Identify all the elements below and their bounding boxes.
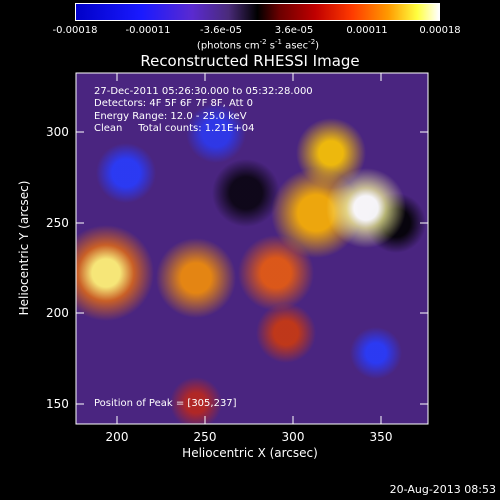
x-tick: 200 xyxy=(105,430,129,444)
image-metadata: 27-Dec-2011 05:26:30.000 to 05:32:28.000… xyxy=(94,86,313,135)
colorbar-units: (photons cm-2 s-1 asec-2) xyxy=(197,38,319,51)
x-axis-label: Heliocentric X (arcsec) xyxy=(182,446,318,460)
y-axis-label: Heliocentric Y (arcsec) xyxy=(17,180,31,316)
y-tick: 250 xyxy=(46,216,69,230)
colorbar-tick: 0.00018 xyxy=(419,25,461,36)
x-tick: 350 xyxy=(369,430,393,444)
colorbar-tick: 3.6e-05 xyxy=(274,25,314,36)
time-range: 27-Dec-2011 05:26:30.000 to 05:32:28.000 xyxy=(94,86,313,97)
y-tick: 150 xyxy=(46,397,69,411)
plot-title: Reconstructed RHESSI Image xyxy=(140,52,360,70)
peak-position: Position of Peak = [305,237] xyxy=(94,398,237,409)
units-sup: -1 xyxy=(275,38,283,46)
colorbar-tick: -0.00018 xyxy=(52,25,98,36)
units-sup: -2 xyxy=(259,38,267,46)
colorbar xyxy=(75,3,440,21)
method-counts: Clean Total counts: 1.21E+04 xyxy=(94,122,255,134)
timestamp: 20-Aug-2013 08:53 xyxy=(389,483,496,496)
detectors: Detectors: 4F 5F 6F 7F 8F, Att 0 xyxy=(94,98,254,110)
colorbar-tick: 0.00011 xyxy=(346,25,388,36)
units-text: ) xyxy=(315,40,320,52)
y-tick: 300 xyxy=(46,125,69,139)
y-tick: 200 xyxy=(46,306,69,320)
units-text: (photons cm xyxy=(196,40,260,52)
colorbar-gradient xyxy=(75,3,440,21)
energy-range: Energy Range: 12.0 - 25.0 keV xyxy=(94,110,247,122)
units-sup: -2 xyxy=(308,38,316,46)
x-tick: 300 xyxy=(281,430,305,444)
colorbar-tick: -3.6e-05 xyxy=(200,25,242,36)
colorbar-tick: -0.00011 xyxy=(125,25,171,36)
units-text: asec xyxy=(282,40,309,52)
rhessi-image xyxy=(76,73,428,424)
x-tick: 250 xyxy=(193,430,217,444)
units-text: s xyxy=(266,40,276,52)
